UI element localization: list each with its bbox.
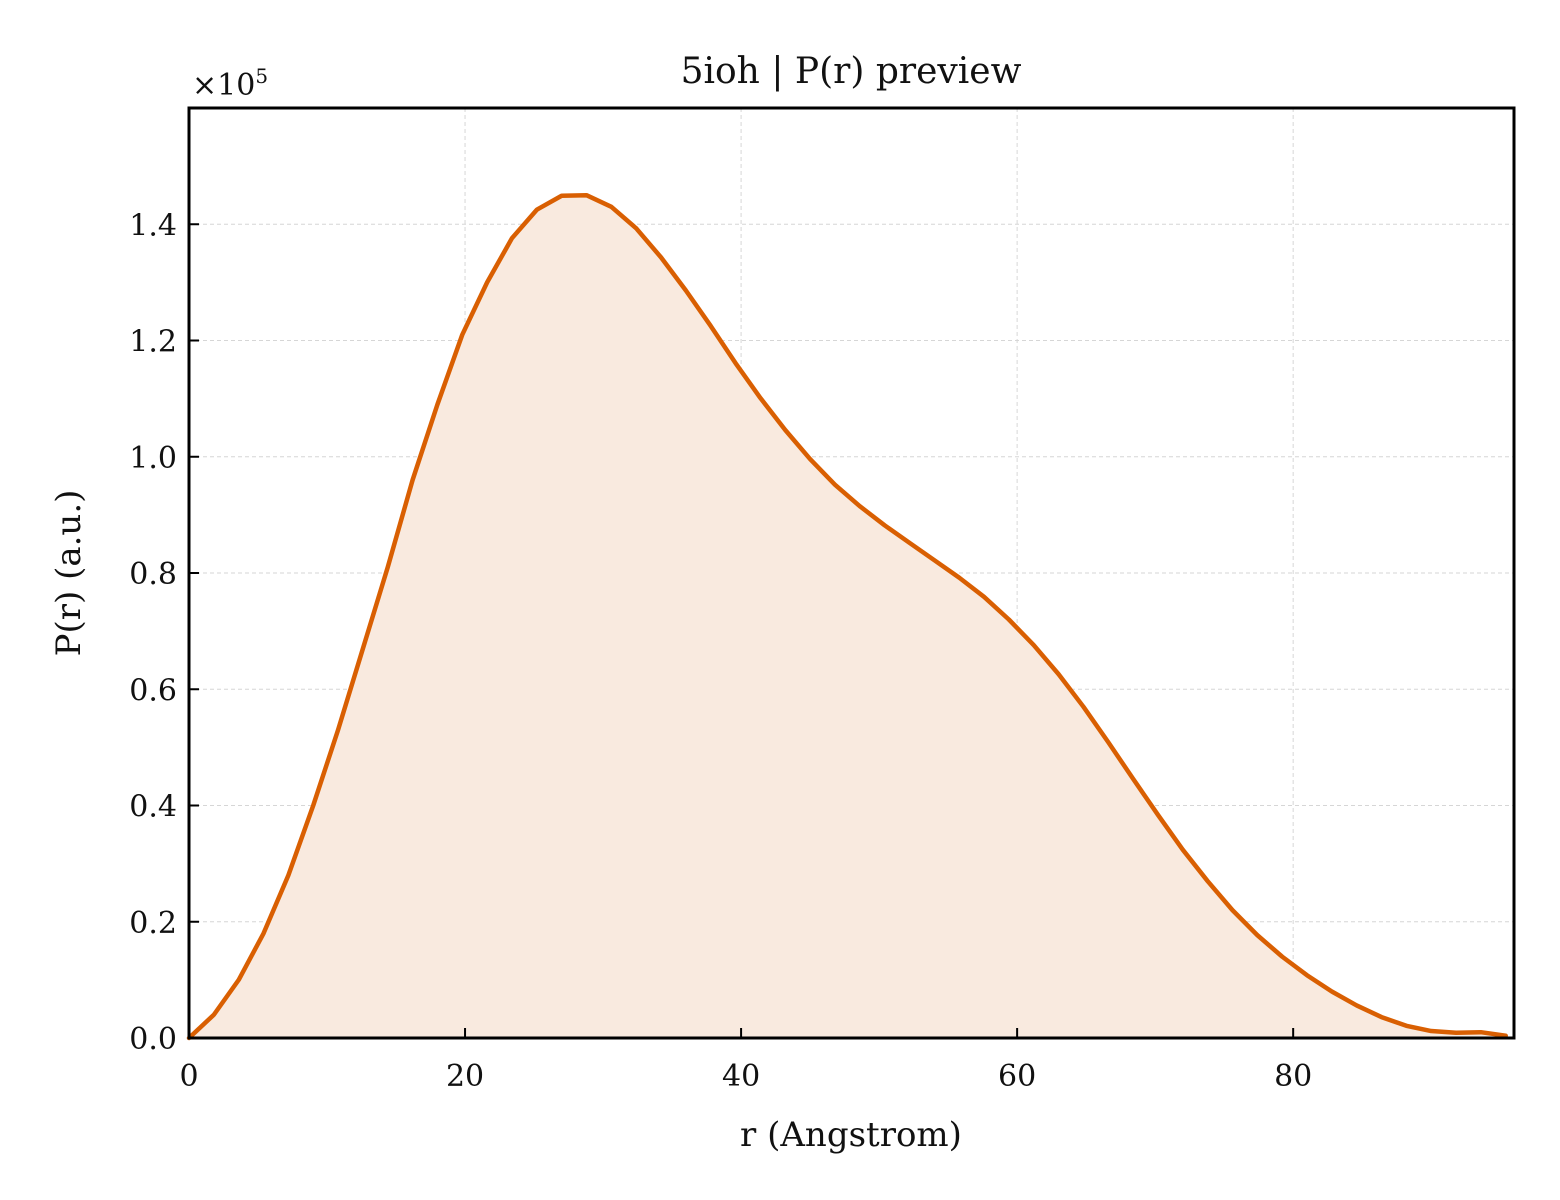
y-multiplier-base: ×10 xyxy=(192,68,255,103)
chart-title: 5ioh | P(r) preview xyxy=(681,51,1022,92)
y-tick-label: 0.2 xyxy=(129,906,177,941)
y-multiplier-exponent: 5 xyxy=(255,64,268,88)
y-tick-label: 0.8 xyxy=(129,557,177,592)
x-tick-label: 60 xyxy=(998,1059,1036,1094)
y-tick-label: 0.0 xyxy=(129,1022,177,1057)
x-axis-title: r (Angstrom) xyxy=(740,1115,962,1155)
series-line xyxy=(186,192,1508,1041)
x-tick-label: 40 xyxy=(722,1059,760,1094)
y-multiplier: ×105 xyxy=(192,64,268,103)
y-tick-label: 1.4 xyxy=(129,208,177,243)
data-layer xyxy=(186,192,1508,1041)
y-axis-title: P(r) (a.u.) xyxy=(49,490,89,657)
y-tick-label: 0.6 xyxy=(129,673,177,708)
y-tick-label: 0.4 xyxy=(129,790,177,825)
x-tick-label: 0 xyxy=(179,1059,198,1094)
y-tick-label: 1.0 xyxy=(129,441,177,476)
series-area-fill xyxy=(189,195,1506,1038)
y-tick-label: 1.2 xyxy=(129,325,177,360)
axis-ticks: 0 20 40 60 80 0.0 0.2 0.4 0.6 0.8 1.0 1.2 1.4 xyxy=(129,208,1312,1094)
x-tick-label: 20 xyxy=(446,1059,484,1094)
x-tick-label: 80 xyxy=(1274,1059,1312,1094)
